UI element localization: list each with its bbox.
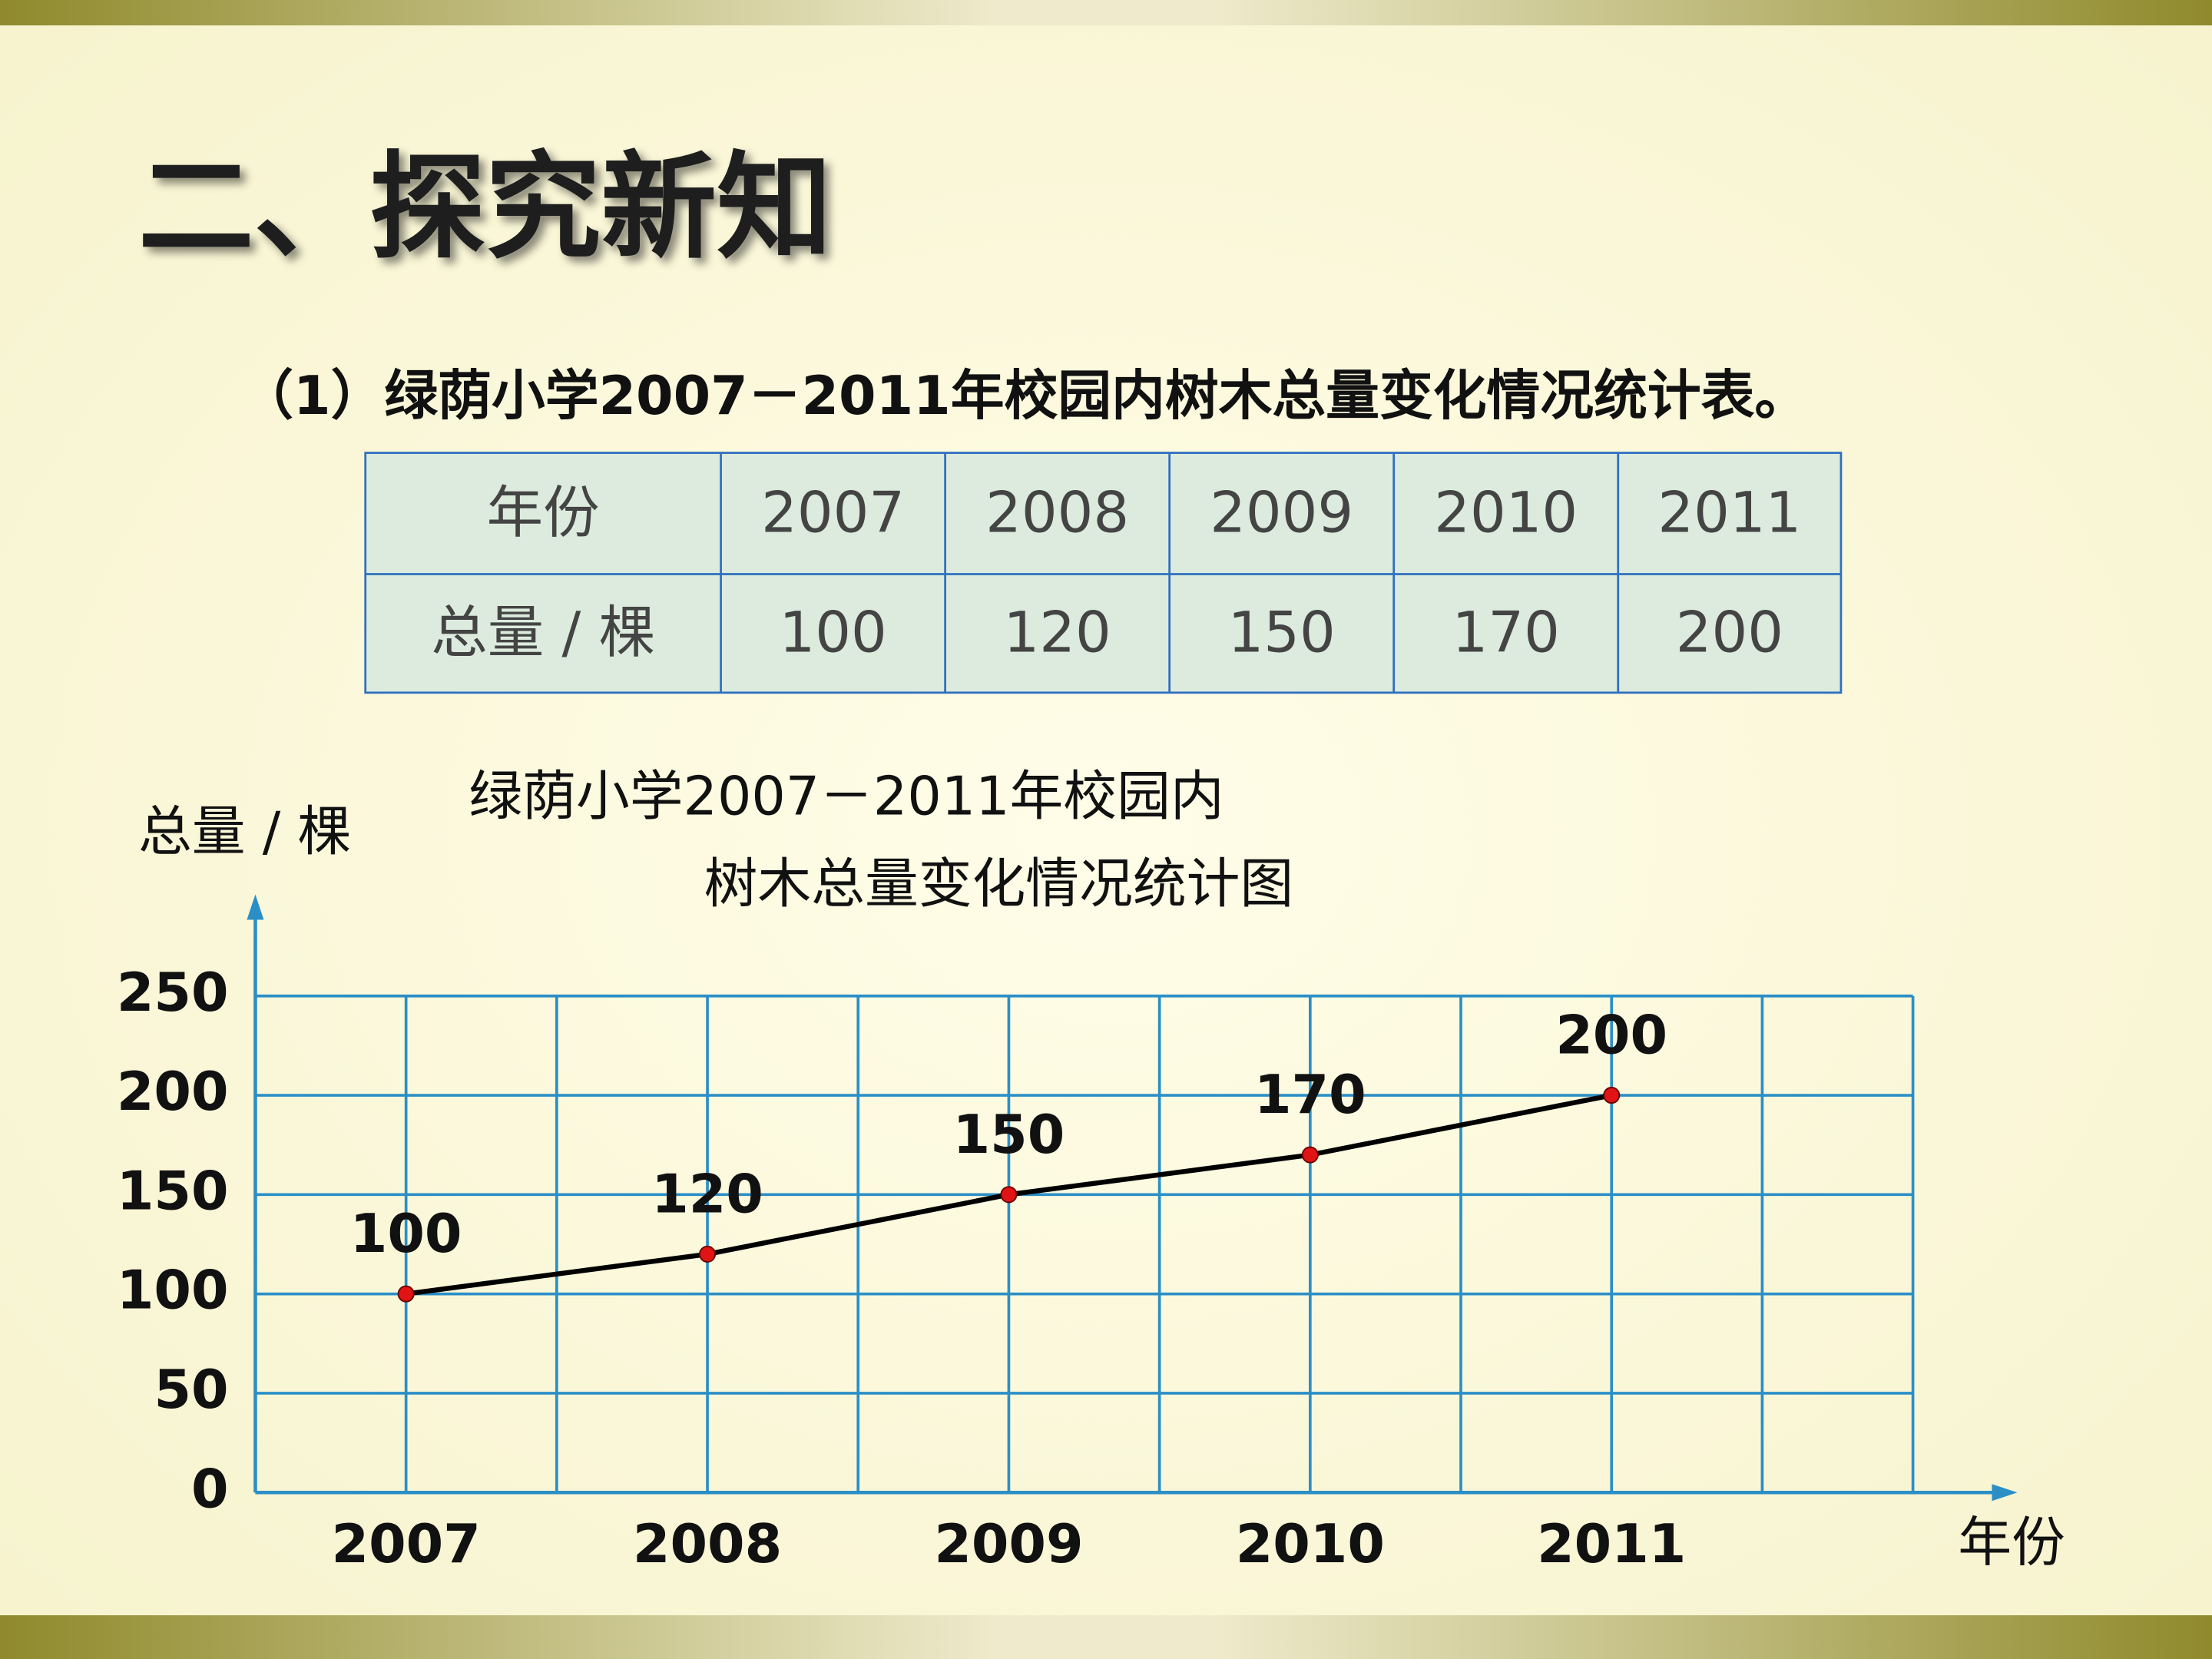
table: 年份 2007 2008 2009 2010 2011 总量 / 棵 100 120 150 170…: [364, 452, 1843, 694]
data-label: 120: [651, 1163, 763, 1225]
y-axis-arrow: [247, 894, 264, 920]
table-cell: 2010: [1434, 480, 1578, 545]
table-cell: 150: [1228, 600, 1336, 665]
y-tick-label: 0: [191, 1458, 229, 1520]
data-point: [1000, 1186, 1018, 1204]
table-cell: 2009: [1210, 480, 1353, 545]
slide-title: 二、探究新知: [138, 140, 833, 275]
x-tick-label: 2011: [1537, 1513, 1686, 1575]
data-label: 170: [1254, 1064, 1366, 1126]
x-tick-label: 2009: [934, 1513, 1083, 1575]
table-cell: 2007: [761, 480, 905, 545]
data-label: 100: [350, 1203, 462, 1265]
y-tick-label: 50: [154, 1359, 228, 1421]
chart: 绿荫小学2007－2011年校园内 树木总量变化情况统计图 总量 / 棵 年份 …: [117, 765, 2065, 1575]
top-band: [0, 0, 2212, 26]
table-cell: 总量 / 棵: [431, 600, 655, 665]
x-axis-arrow: [1992, 1484, 2018, 1502]
table-cell: 2011: [1657, 480, 1801, 545]
y-axis-label: 总量 / 棵: [138, 800, 351, 863]
table-bg: [364, 452, 1843, 694]
data-label: 200: [1555, 1005, 1667, 1067]
y-tick-label: 250: [117, 962, 229, 1024]
data-point: [1301, 1146, 1319, 1164]
x-tick-label: 2008: [633, 1513, 782, 1575]
y-tick-label: 200: [117, 1061, 229, 1123]
table-cell: 120: [1004, 600, 1111, 665]
data-point: [397, 1285, 415, 1303]
data-point: [699, 1245, 717, 1263]
table-caption: （1）绿荫小学2007－2011年校园内树木总量变化情况统计表。: [240, 365, 1808, 427]
table-cell: 100: [779, 600, 886, 665]
y-tick-label: 150: [117, 1160, 229, 1222]
table-cell: 2008: [985, 480, 1129, 545]
x-tick-label: 2007: [332, 1513, 481, 1575]
data-point: [1603, 1087, 1621, 1104]
bottom-band: [0, 1615, 2212, 1659]
table-cell: 170: [1452, 600, 1560, 665]
chart-title: 树木总量变化情况统计图: [704, 853, 1294, 915]
x-tick-label: 2010: [1236, 1513, 1385, 1575]
table-cell: 年份: [487, 480, 600, 545]
x-axis-label: 年份: [1958, 1512, 2065, 1574]
chart-title: 绿荫小学2007－2011年校园内: [469, 765, 1224, 827]
y-tick-label: 100: [117, 1260, 229, 1322]
data-label: 150: [953, 1104, 1065, 1166]
table-cell: 200: [1676, 600, 1783, 665]
